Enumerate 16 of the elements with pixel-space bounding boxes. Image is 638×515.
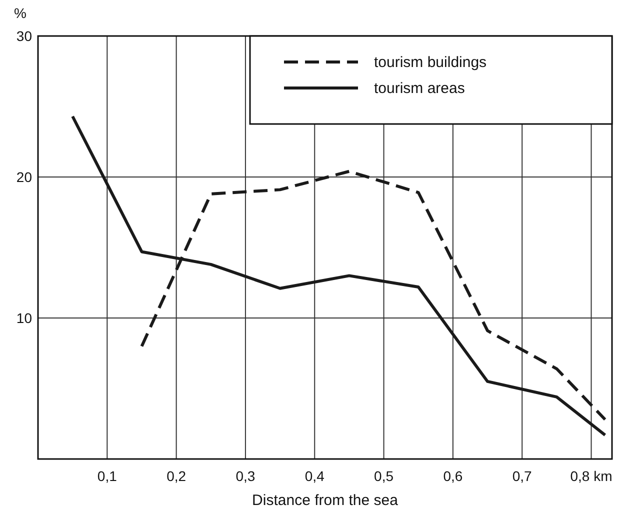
y-tick-label: 20 — [16, 169, 32, 185]
y-axis-title: % — [14, 5, 26, 21]
x-tick-label: 0,6 — [443, 468, 463, 484]
x-tick-label: 0,5 — [374, 468, 394, 484]
line-series — [71, 114, 607, 437]
x-tick-label: 0,7 — [512, 468, 532, 484]
x-tick-label: 0,2 — [166, 468, 186, 484]
legend-label: tourism buildings — [374, 54, 487, 71]
x-tick-label: 0,1 — [97, 468, 118, 484]
x-axis-title: Distance from the sea — [252, 492, 399, 509]
y-tick-label: 30 — [16, 28, 32, 44]
x-tick-label: 0,4 — [304, 468, 325, 484]
x-tick-label: 0,8 km — [570, 468, 612, 484]
y-tick-label: 10 — [16, 310, 32, 326]
x-tick-label: 0,3 — [236, 468, 256, 484]
legend-label: tourism areas — [374, 80, 465, 97]
